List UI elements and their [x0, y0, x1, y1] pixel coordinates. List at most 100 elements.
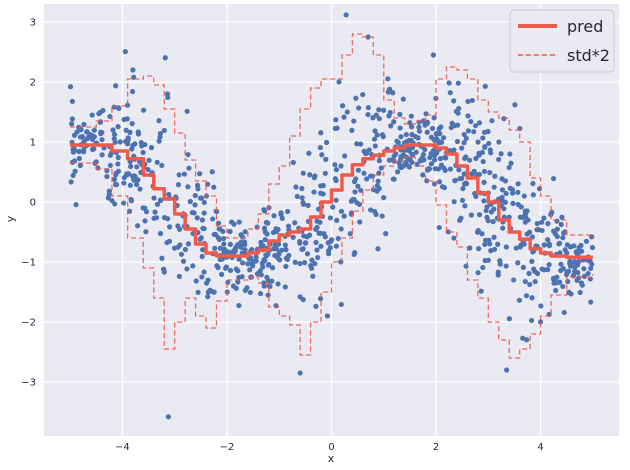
scatter-point [302, 260, 308, 266]
scatter-point [341, 213, 347, 219]
scatter-point [577, 289, 583, 296]
scatter-point [546, 262, 552, 268]
x-ticks: −4 −2 0 2 4 [115, 442, 544, 453]
scatter-point [485, 257, 491, 263]
y-tick-label: 1 [30, 138, 36, 149]
scatter-point [409, 124, 415, 130]
scatter-point [375, 178, 381, 184]
scatter-point [424, 129, 430, 135]
y-tick-label: 0 [30, 198, 36, 209]
x-axis-label: x [328, 452, 335, 465]
scatter-point [152, 209, 158, 215]
scatter-point [100, 107, 106, 114]
scatter-point [129, 121, 135, 127]
scatter-point [397, 111, 403, 118]
scatter-point [89, 112, 95, 118]
scatter-point [332, 176, 338, 182]
scatter-point [380, 107, 387, 113]
scatter-point [121, 180, 127, 186]
scatter-point [269, 265, 276, 271]
scatter-point [201, 269, 207, 275]
scatter-point [305, 202, 311, 208]
scatter-point [496, 156, 502, 163]
scatter-point [484, 204, 490, 210]
scatter-point [479, 231, 485, 237]
scatter-point [166, 191, 172, 198]
scatter-point [157, 134, 163, 140]
scatter-point [134, 223, 141, 229]
scatter-point [236, 256, 242, 262]
scatter-point [115, 124, 121, 130]
scatter-point [312, 173, 318, 179]
scatter-point [488, 150, 494, 156]
scatter-point [283, 263, 289, 270]
scatter-point [532, 279, 538, 285]
scatter-point [528, 317, 535, 324]
scatter-point [447, 90, 453, 96]
scatter-point [502, 178, 509, 184]
scatter-point [106, 191, 112, 198]
scatter-point [142, 218, 148, 224]
scatter-point [463, 135, 469, 141]
scatter-point [198, 195, 205, 201]
scatter-point [129, 146, 135, 152]
scatter-point [581, 273, 588, 279]
scatter-point [260, 264, 266, 270]
scatter-point [558, 261, 564, 267]
scatter-point [534, 220, 540, 227]
scatter-point [176, 273, 182, 279]
scatter-point [572, 268, 578, 274]
scatter-point [69, 159, 76, 165]
scatter-point [550, 175, 557, 182]
scatter-point [405, 147, 411, 153]
scatter-point [386, 113, 392, 119]
scatter-point [473, 193, 479, 200]
std-band-upper [70, 33, 594, 239]
scatter-point [487, 241, 493, 247]
scatter-point [418, 158, 424, 164]
scatter-point [554, 226, 560, 232]
scatter-point [205, 277, 211, 283]
scatter-point [400, 96, 406, 102]
scatter-point [436, 224, 442, 231]
scatter-point [491, 184, 497, 190]
scatter-point [111, 136, 117, 142]
x-tick-label: −4 [115, 442, 130, 453]
scatter-point [354, 200, 360, 206]
scatter-point [128, 163, 134, 170]
scatter-point [521, 214, 527, 220]
scatter-point [440, 135, 447, 141]
scatter-point [530, 192, 536, 198]
scatter-point [491, 234, 497, 240]
scatter-point [143, 229, 149, 235]
scatter-point [148, 145, 155, 151]
scatter-point [134, 164, 140, 170]
scatter-point [323, 139, 330, 146]
scatter-point [124, 102, 131, 108]
scatter-point [247, 267, 253, 273]
scatter-point [235, 279, 241, 285]
scatter-point [123, 127, 129, 133]
scatter-point [420, 172, 426, 178]
scatter-point [290, 159, 296, 166]
scatter-point [200, 225, 206, 231]
scatter-point [335, 235, 341, 242]
scatter-point [554, 280, 560, 286]
scatter-point [242, 229, 248, 235]
scatter-point [238, 244, 244, 251]
scatter-point [115, 154, 121, 161]
scatter-point [545, 221, 551, 227]
scatter-point [333, 117, 339, 123]
scatter-point [468, 118, 474, 125]
scatter-point [127, 182, 133, 188]
x-tick-label: 0 [328, 442, 334, 453]
scatter-point [375, 246, 381, 252]
scatter-point [372, 128, 378, 134]
scatter-point [299, 185, 305, 192]
scatter-point [365, 104, 371, 111]
scatter-point [300, 199, 306, 206]
scatter-point [469, 97, 475, 104]
scatter-point [459, 197, 466, 203]
scatter-point [113, 83, 119, 89]
scatter-point [589, 244, 596, 251]
